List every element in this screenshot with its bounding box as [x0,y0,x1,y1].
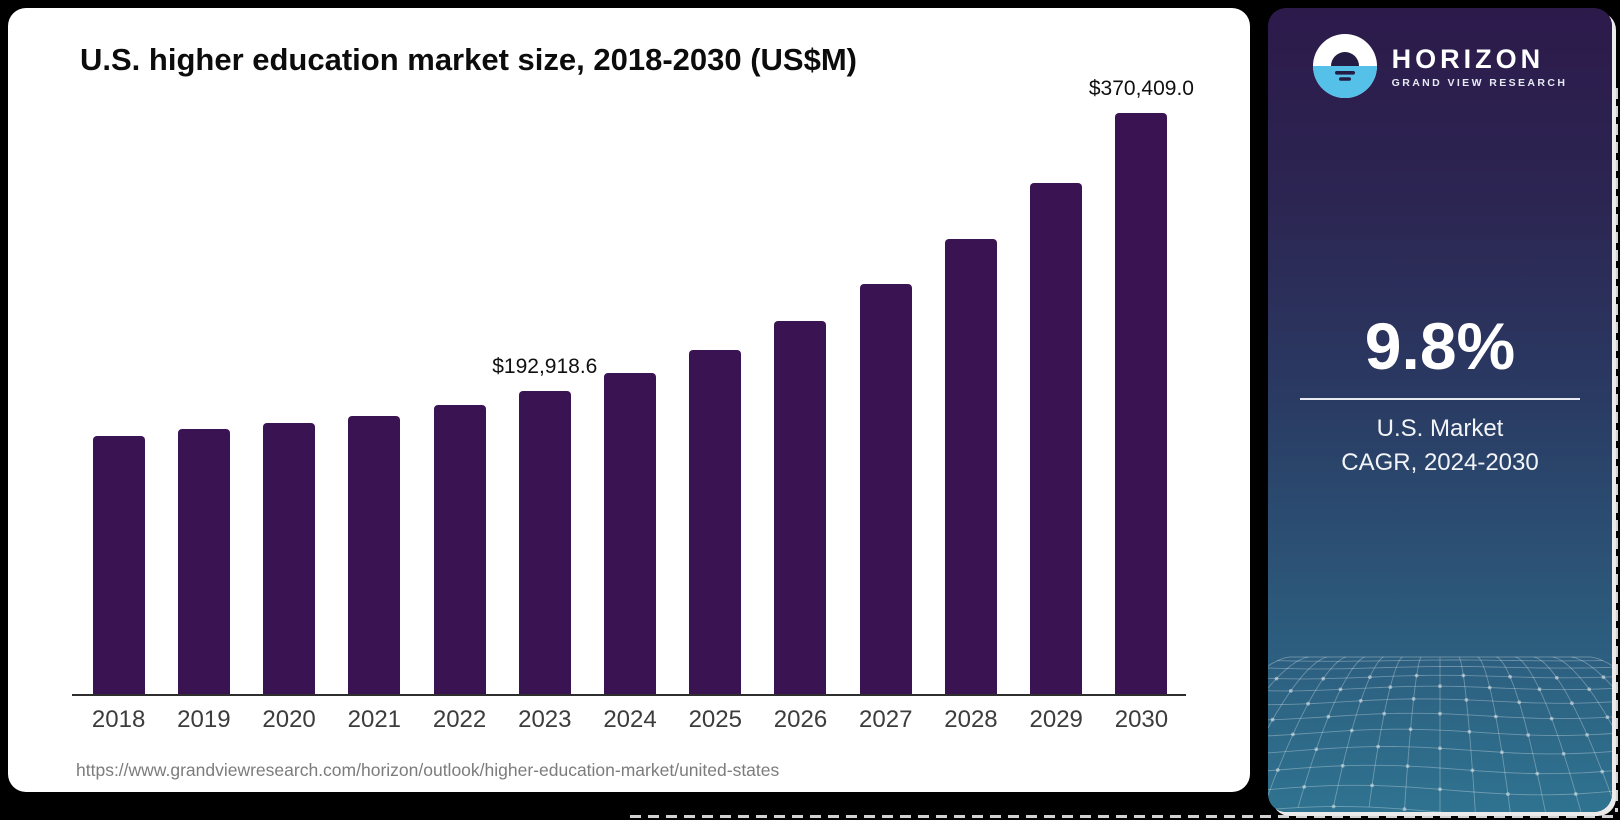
bar-column [76,88,161,694]
bar-column: $192,918.6 [492,88,597,694]
bar-2022 [433,405,486,694]
x-axis-tick-row: 2018 2019 2020 2021 2022 2023 2024 2025 2026 2027… [76,706,1184,734]
brand-name: HORIZON [1391,43,1545,74]
bar-column [332,88,417,694]
bar-column [928,88,1013,694]
bar-column [161,88,246,694]
x-axis-tick-label: 2023 [518,706,572,733]
x-axis-tick-label: 2026 [773,706,828,733]
dashed-ticks-bottom [630,815,1616,818]
bar-2029 [1030,183,1083,694]
bar-2024 [604,373,657,694]
bar-2021 [348,416,401,694]
x-axis-line [72,694,1186,696]
x-axis-tick-label: 2027 [859,706,913,733]
brand-block: HORIZON GRAND VIEW RESEARCH [1268,34,1612,98]
bar-column [417,88,502,694]
x-axis-tick-label: 2029 [1029,706,1083,733]
bar-column [673,88,758,694]
stat-divider [1300,398,1580,400]
chart-card: U.S. higher education market size, 2018-… [8,8,1250,792]
brand-subtitle: GRAND VIEW RESEARCH [1391,76,1568,89]
cagr-label-line1: U.S. Market [1376,415,1504,442]
chart-title: U.S. higher education market size, 2018-… [80,42,857,77]
x-axis-tick-label: 2019 [177,706,231,733]
x-axis-tick-label: 2028 [944,706,998,733]
x-axis-tick-label: 2018 [91,706,146,733]
bar-value-label: $192,918.6 [492,355,598,379]
cagr-value: 9.8% [1364,309,1516,383]
bar-column [758,88,843,694]
x-axis-tick-label: 2025 [688,706,742,733]
source-url: https://www.grandviewresearch.com/horizo… [76,760,780,780]
cagr-stat-block: 9.8% U.S. Market CAGR, 2024-2030 [1268,310,1612,480]
bar-value-label: $370,409.0 [1088,77,1194,100]
dashed-ticks-right [1615,88,1618,812]
wireframe-mesh-decoration [1268,656,1612,812]
bar-2028 [944,239,997,694]
bar-2030 [1115,113,1168,694]
bar-2023 [518,391,571,694]
x-axis-tick-label: 2024 [603,706,657,733]
brand-text: HORIZON GRAND VIEW RESEARCH [1392,44,1568,89]
bar-2018 [92,436,145,694]
x-axis-tick-label: 2021 [347,706,402,733]
bar-column [843,88,928,694]
sidebar-card: HORIZON GRAND VIEW RESEARCH 9.8% U.S. Ma… [1268,8,1612,812]
bar-2027 [859,284,912,694]
bar-column [1014,88,1099,694]
x-axis-tick-label: 2030 [1114,706,1169,733]
bar-column [587,88,672,694]
bar-column [246,88,331,694]
bar-chart: $192,918.6 $370,409.0 [76,77,1194,694]
bar-2019 [177,429,230,694]
bar-2026 [774,321,827,694]
horizon-sunrise-logo-icon [1312,34,1377,98]
x-axis-tick-label: 2020 [262,706,316,733]
bar-2025 [689,350,742,694]
bar-2020 [263,423,316,694]
cagr-label-line2: CAGR, 2024-2030 [1341,449,1539,476]
bar-column: $370,409.0 [1089,77,1194,694]
x-axis-tick-label: 2022 [432,706,487,733]
